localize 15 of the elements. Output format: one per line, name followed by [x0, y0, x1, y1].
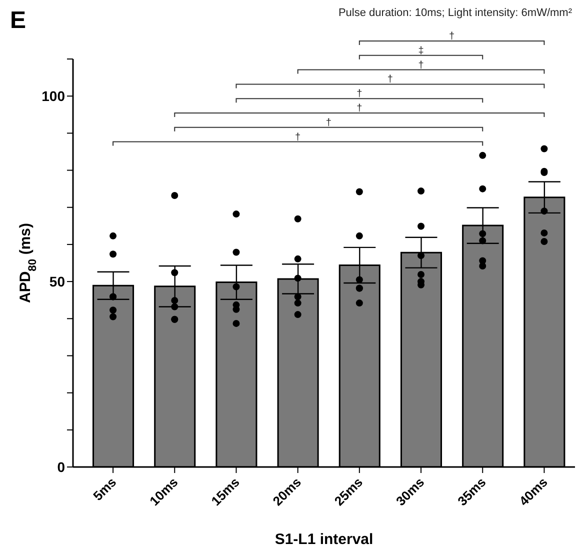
y-tick-label: 100: [42, 88, 66, 104]
annotation: †: [387, 74, 393, 86]
annotation: †: [418, 60, 424, 71]
y-tick-label: 50: [49, 274, 66, 290]
y-tick-label: 0: [57, 458, 66, 475]
annotation: †: [295, 132, 301, 143]
chart-title: E: [10, 7, 26, 34]
annotation: †: [326, 117, 332, 128]
x-axis-title: S1-L1 interval: [274, 531, 374, 548]
chart-subtitle: Pulse duration: 10ms; Light intensity: 6mW/mm²: [338, 7, 572, 19]
text: †: [449, 31, 455, 42]
annotation: †: [356, 103, 362, 114]
x-tick-label: 5ms: [90, 474, 120, 504]
annotation: †: [356, 88, 362, 100]
text: ‡: [418, 45, 424, 56]
